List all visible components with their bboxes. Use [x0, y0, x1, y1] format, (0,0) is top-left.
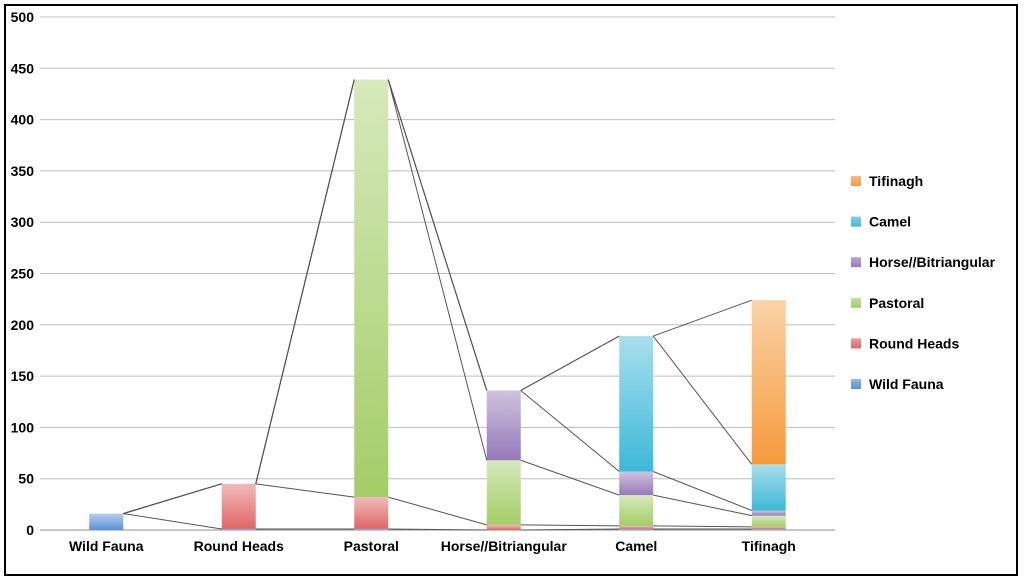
- legend-label-tifinagh: Tifinagh: [869, 173, 923, 189]
- bar-horse-bitriangular-horse-bitriangular: [486, 390, 521, 461]
- bar-tifinagh-camel: [751, 464, 786, 511]
- y-tick-label-0: 0: [26, 522, 34, 538]
- bar-round-heads-round-heads: [221, 483, 256, 529]
- y-tick-label-50: 50: [18, 471, 34, 487]
- bar-camel-round-heads: [619, 525, 654, 529]
- grid-lines: [40, 16, 835, 531]
- y-tick-label-200: 200: [11, 317, 35, 333]
- connector-horse-bitriangular-pastoral: [520, 459, 620, 496]
- x-tick-label-horse-bitriangular: Horse//Bitriangular: [441, 538, 568, 554]
- legend-label-round-heads: Round Heads: [869, 335, 959, 351]
- bars: [89, 79, 786, 530]
- legend-swatch-camel: [851, 216, 861, 227]
- bar-tifinagh-horse-bitriangular: [751, 510, 786, 516]
- bar-camel-wild-fauna: [619, 528, 654, 530]
- x-tick-label-camel: Camel: [615, 538, 657, 554]
- bar-tifinagh-round-heads: [751, 526, 786, 529]
- bar-pastoral-round-heads: [354, 497, 389, 529]
- bar-camel-pastoral: [619, 495, 654, 526]
- bar-tifinagh-pastoral: [751, 515, 786, 527]
- legend-swatch-pastoral: [851, 297, 861, 308]
- y-axis-ticks: 0 50 100 150 200 250 300 350 400 450 500: [11, 9, 35, 538]
- y-tick-label-450: 450: [11, 60, 35, 76]
- y-tick-label-500: 500: [11, 9, 35, 25]
- x-tick-label-round-heads: Round Heads: [194, 538, 284, 554]
- y-tick-label-300: 300: [11, 214, 35, 230]
- legend-label-camel: Camel: [869, 214, 911, 230]
- bar-tifinagh-wild-fauna: [751, 528, 786, 530]
- legend-swatch-tifinagh: [851, 176, 861, 186]
- connector-round-heads-tifinagh: [255, 79, 355, 484]
- y-tick-label-250: 250: [11, 266, 35, 282]
- bar-pastoral-pastoral: [354, 79, 389, 498]
- legend-swatch-round-heads: [851, 338, 861, 349]
- bar-pastoral-wild-fauna: [354, 528, 389, 530]
- legend-swatch-horse-bitriangular: [851, 257, 861, 268]
- y-tick-label-400: 400: [11, 112, 35, 128]
- connector-horse-bitriangular-round-heads: [520, 524, 620, 527]
- legend-swatch-wild-fauna: [851, 379, 861, 389]
- bar-camel-camel: [619, 336, 654, 472]
- connector-camel-pastoral: [653, 494, 752, 517]
- connector-pastoral-pastoral: [387, 79, 488, 461]
- x-tick-label-wild-fauna: Wild Fauna: [69, 538, 144, 554]
- connector-camel-horse-bitriangular: [653, 471, 752, 511]
- connector-pastoral-tifinagh: [387, 79, 488, 391]
- connector-wild-fauna-tifinagh: [123, 483, 222, 515]
- bar-camel-horse-bitriangular: [619, 471, 654, 496]
- connector-horse-bitriangular-horse-bitriangular: [520, 390, 620, 472]
- connector-horse-bitriangular-tifinagh: [520, 335, 620, 391]
- connector-lines: [123, 79, 753, 531]
- x-axis-labels: Wild Fauna Round Heads Pastoral Horse//Bitr…: [69, 538, 796, 554]
- connector-camel-round-heads: [653, 525, 752, 528]
- y-tick-label-350: 350: [11, 163, 35, 179]
- legend-label-pastoral: Pastoral: [869, 295, 924, 311]
- x-tick-label-pastoral: Pastoral: [344, 538, 399, 554]
- bar-round-heads-wild-fauna: [221, 528, 256, 530]
- connector-pastoral-wild-fauna: [388, 528, 487, 531]
- bar-horse-bitriangular-pastoral: [486, 460, 521, 525]
- bar-wild-fauna-wild-fauna: [89, 513, 124, 530]
- connector-round-heads-round-heads: [255, 483, 355, 498]
- connector-horse-bitriangular-wild-fauna: [520, 528, 620, 531]
- legend-label-wild-fauna: Wild Fauna: [869, 376, 944, 392]
- legend: Tifinagh Camel Horse//Bitriangular Pastoral…: [851, 173, 996, 392]
- x-tick-label-tifinagh: Tifinagh: [742, 538, 796, 554]
- connector-camel-tifinagh: [653, 299, 752, 337]
- y-tick-label-150: 150: [11, 368, 35, 384]
- bar-horse-bitriangular-round-heads: [486, 524, 521, 530]
- legend-label-horse-bitriangular: Horse//Bitriangular: [869, 254, 996, 270]
- connector-camel-camel: [652, 335, 753, 465]
- connector-pastoral-round-heads: [388, 496, 487, 526]
- bar-tifinagh-tifinagh: [751, 300, 786, 465]
- connector-wild-fauna-wild-fauna: [123, 513, 222, 530]
- y-tick-label-100: 100: [11, 419, 35, 435]
